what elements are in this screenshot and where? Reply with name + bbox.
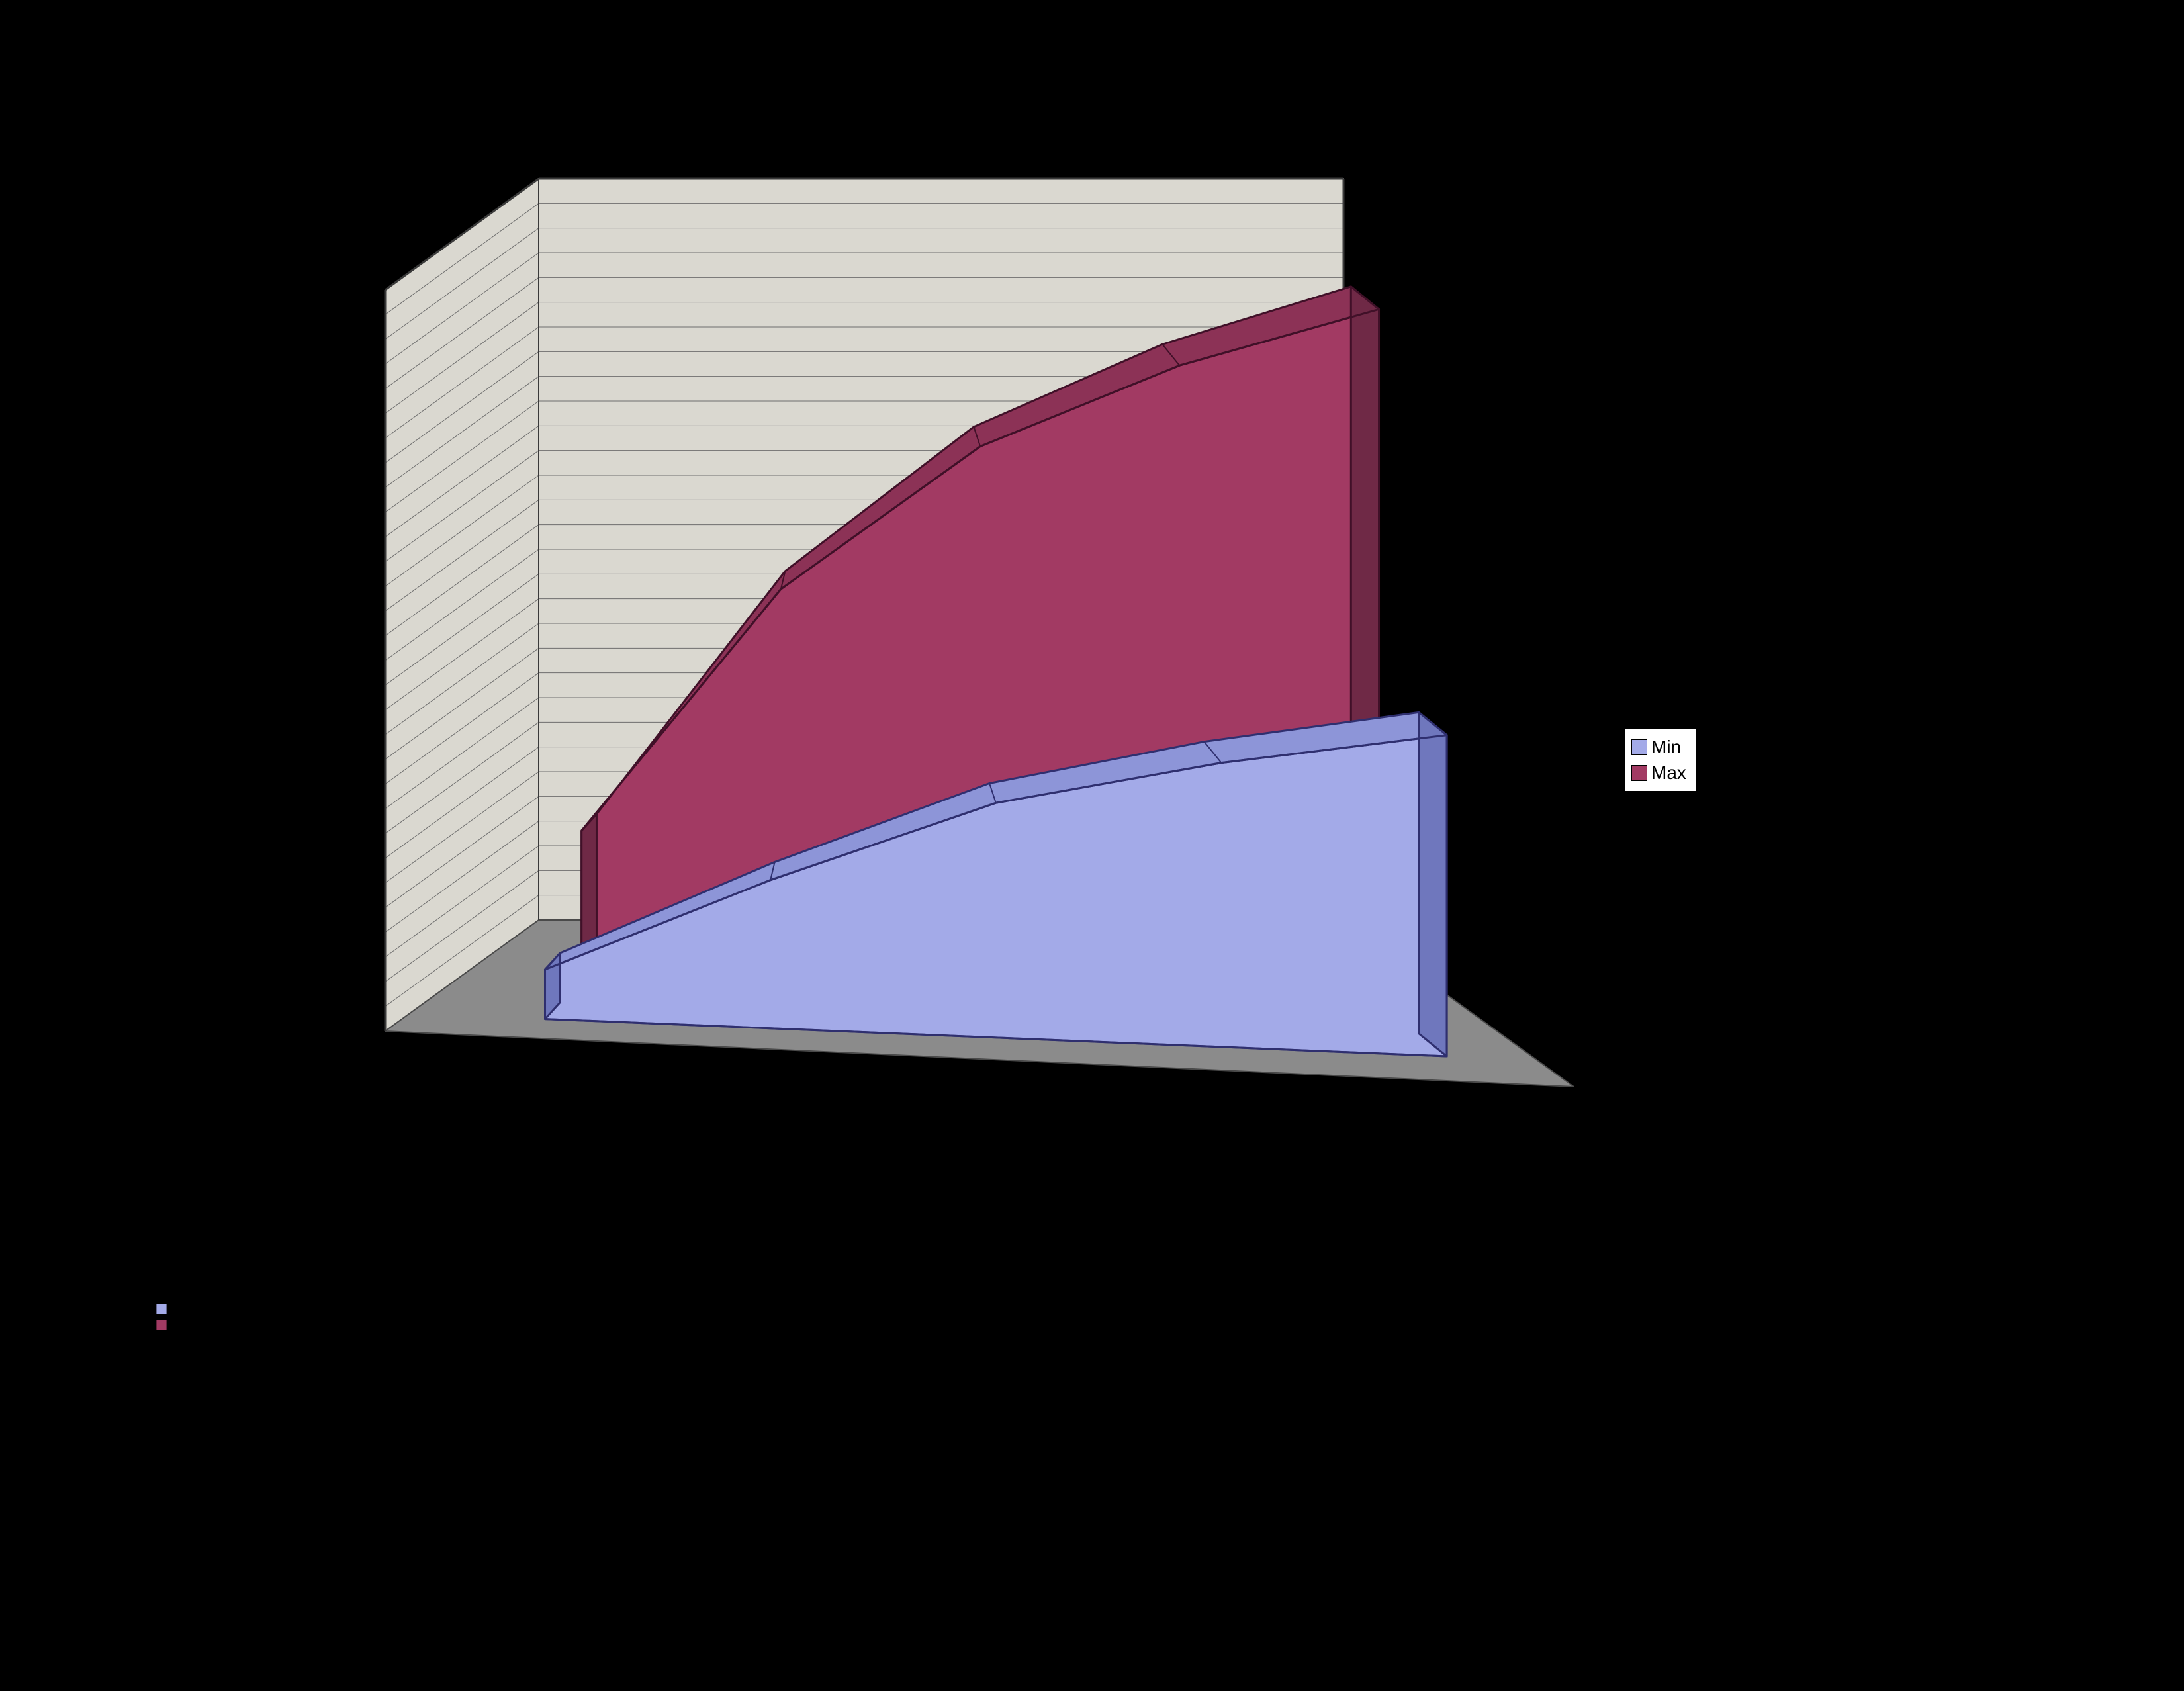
mini-swatch xyxy=(156,1304,167,1314)
legend-swatch xyxy=(1631,739,1647,755)
chart-svg xyxy=(0,0,2184,1688)
legend-item: Max xyxy=(1631,760,1686,786)
legend-swatch xyxy=(1631,765,1647,781)
legend-label: Min xyxy=(1651,734,1681,760)
mini-swatch xyxy=(156,1320,167,1330)
mini-legend-markers xyxy=(156,1304,167,1336)
chart-3d-area: MinMax xyxy=(0,0,2184,1688)
legend-label: Max xyxy=(1651,760,1686,786)
legend-item: Min xyxy=(1631,734,1686,760)
legend: MinMax xyxy=(1624,728,1696,792)
